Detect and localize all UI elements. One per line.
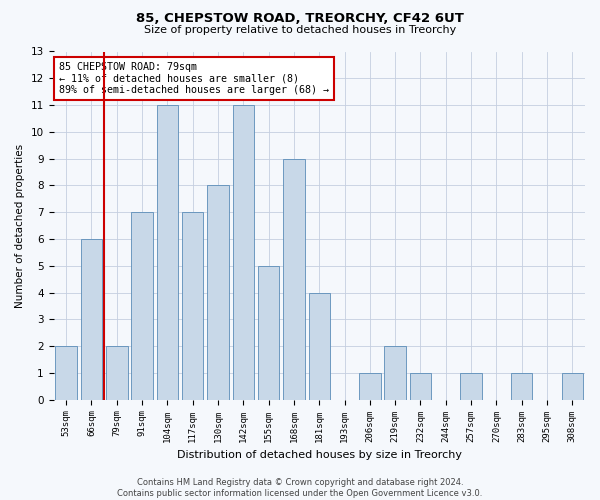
Bar <box>106 346 128 400</box>
Bar <box>410 373 431 400</box>
Bar <box>283 158 305 400</box>
Bar <box>131 212 153 400</box>
Bar <box>157 105 178 400</box>
Text: Contains HM Land Registry data © Crown copyright and database right 2024.
Contai: Contains HM Land Registry data © Crown c… <box>118 478 482 498</box>
Bar <box>233 105 254 400</box>
Bar <box>562 373 583 400</box>
Bar <box>511 373 532 400</box>
X-axis label: Distribution of detached houses by size in Treorchy: Distribution of detached houses by size … <box>177 450 462 460</box>
Bar <box>182 212 203 400</box>
Bar <box>81 239 102 400</box>
Text: Size of property relative to detached houses in Treorchy: Size of property relative to detached ho… <box>144 25 456 35</box>
Bar <box>258 266 280 400</box>
Bar <box>55 346 77 400</box>
Bar <box>359 373 380 400</box>
Y-axis label: Number of detached properties: Number of detached properties <box>15 144 25 308</box>
Bar <box>207 186 229 400</box>
Bar <box>385 346 406 400</box>
Text: 85, CHEPSTOW ROAD, TREORCHY, CF42 6UT: 85, CHEPSTOW ROAD, TREORCHY, CF42 6UT <box>136 12 464 26</box>
Text: 85 CHEPSTOW ROAD: 79sqm
← 11% of detached houses are smaller (8)
89% of semi-det: 85 CHEPSTOW ROAD: 79sqm ← 11% of detache… <box>59 62 329 95</box>
Bar <box>460 373 482 400</box>
Bar <box>308 292 330 400</box>
